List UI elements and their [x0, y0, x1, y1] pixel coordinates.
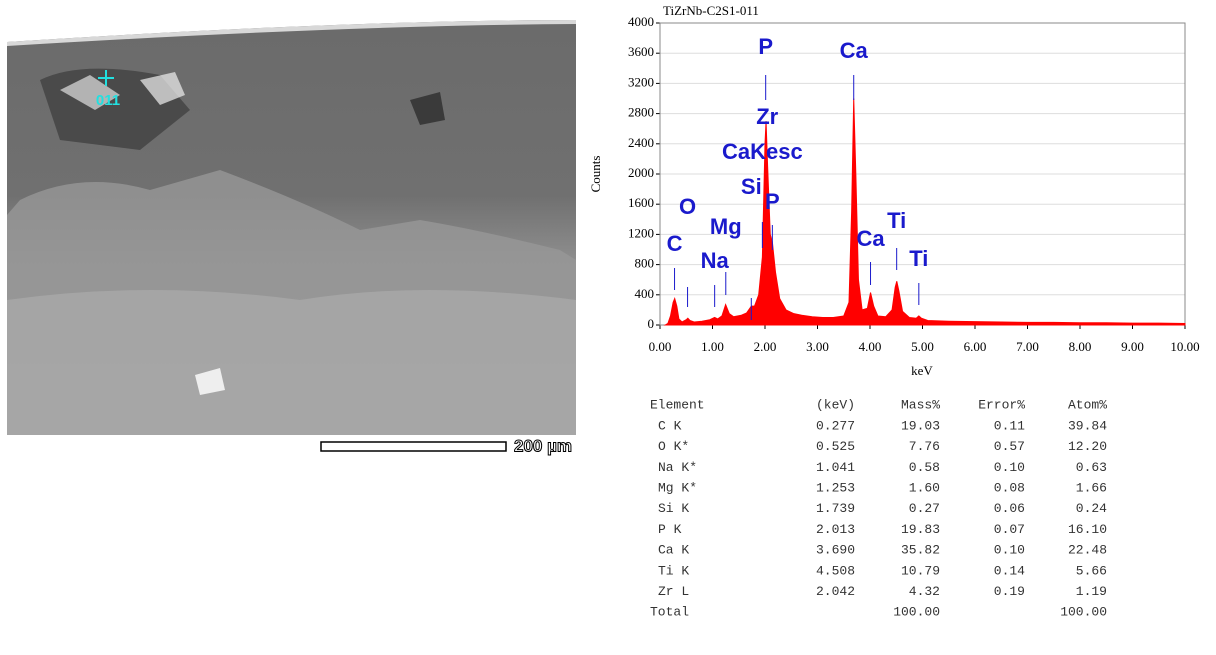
peak-label: Ca: [856, 226, 885, 251]
spectrum: [663, 98, 1186, 326]
peak-label: Ti: [887, 208, 906, 233]
x-tick-label: 8.00: [1069, 339, 1092, 354]
table-cell: C K: [658, 418, 682, 433]
table-header: (keV): [816, 397, 855, 412]
chart-title: TiZrNb-C2S1-011: [663, 3, 759, 18]
table-header: Mass%: [901, 397, 940, 412]
sem-image: 011 200 µm: [7, 0, 576, 456]
y-tick-label: 2800: [628, 105, 654, 120]
peak-label: P: [758, 34, 773, 59]
peak-label: Si: [741, 174, 762, 199]
table-cell: 0.27: [909, 501, 940, 516]
table-cell: 12.20: [1068, 439, 1107, 454]
table-cell: 0.10: [994, 460, 1025, 475]
table-cell: 0.06: [994, 501, 1025, 516]
table-cell: 5.66: [1076, 563, 1107, 578]
table-cell: 0.19: [994, 584, 1025, 599]
scale-bar: [320, 441, 507, 452]
table-cell: 0.277: [816, 418, 855, 433]
table-cell: 0.63: [1076, 460, 1107, 475]
peak-label: P: [765, 189, 780, 214]
total-atom: 100.00: [1060, 605, 1107, 620]
peak-label: Mg: [710, 214, 742, 239]
table-cell: 1.19: [1076, 584, 1107, 599]
table-cell: 10.79: [901, 563, 940, 578]
table-cell: 1.253: [816, 481, 855, 496]
peak-label: O: [679, 194, 696, 219]
y-tick-label: 3600: [628, 44, 654, 59]
y-tick-label: 2400: [628, 135, 654, 150]
peak-label: Ti: [909, 246, 928, 271]
x-tick-label: 10.00: [1170, 339, 1199, 354]
table-cell: Ti K: [658, 563, 689, 578]
table-cell: 0.24: [1076, 501, 1107, 516]
table-header: Error%: [978, 397, 1025, 412]
table-cell: Ca K: [658, 543, 689, 558]
table-cell: 1.739: [816, 501, 855, 516]
table-cell: 35.82: [901, 543, 940, 558]
x-tick-label: 6.00: [964, 339, 987, 354]
peak-label: Zr: [756, 104, 778, 129]
table-cell: 1.60: [909, 481, 940, 496]
table-cell: 0.11: [994, 418, 1025, 433]
table-cell: 19.03: [901, 418, 940, 433]
table-cell: 19.83: [901, 522, 940, 537]
point-label: 011: [96, 92, 120, 109]
x-tick-label: 1.00: [701, 339, 724, 354]
table-cell: 4.32: [909, 584, 940, 599]
y-tick-label: 4000: [628, 14, 654, 29]
table-cell: 16.10: [1068, 522, 1107, 537]
table-cell: Mg K*: [658, 481, 697, 496]
y-tick-label: 400: [635, 286, 655, 301]
peak-label: Na: [701, 248, 730, 273]
x-tick-label: 4.00: [859, 339, 882, 354]
total-mass: 100.00: [893, 605, 940, 620]
y-tick-label: 1600: [628, 195, 654, 210]
table-cell: 39.84: [1068, 418, 1107, 433]
table-cell: 0.07: [994, 522, 1025, 537]
y-tick-label: 0: [648, 316, 655, 331]
scale-label: 200 µm: [514, 436, 572, 455]
table-cell: 7.76: [909, 439, 940, 454]
y-axis-label: Counts: [588, 156, 603, 193]
x-tick-label: 7.00: [1016, 339, 1039, 354]
y-tick-label: 2000: [628, 165, 654, 180]
table-cell: 3.690: [816, 543, 855, 558]
y-tick-label: 800: [635, 256, 655, 271]
x-tick-label: 0.00: [649, 339, 672, 354]
table-cell: O K*: [658, 439, 689, 454]
y-tick-label: 1200: [628, 225, 654, 240]
table-cell: 0.14: [994, 563, 1025, 578]
table-cell: 4.508: [816, 563, 855, 578]
table-cell: 22.48: [1068, 543, 1107, 558]
table-cell: 0.57: [994, 439, 1025, 454]
x-tick-label: 2.00: [754, 339, 777, 354]
table-cell: 2.042: [816, 584, 855, 599]
table-header: Element: [650, 397, 705, 412]
table-cell: Zr L: [658, 584, 689, 599]
peak-label: CaKesc: [722, 139, 803, 164]
x-tick-label: 5.00: [911, 339, 934, 354]
table-cell: P K: [658, 522, 682, 537]
table-cell: 0.10: [994, 543, 1025, 558]
x-tick-label: 9.00: [1121, 339, 1144, 354]
x-axis-label: keV: [911, 363, 933, 378]
table-header: Atom%: [1068, 397, 1107, 412]
peak-label: Ca: [840, 38, 869, 63]
table-cell: 0.08: [994, 481, 1025, 496]
table-cell: 0.525: [816, 439, 855, 454]
table-cell: 1.66: [1076, 481, 1107, 496]
table-cell: 2.013: [816, 522, 855, 537]
total-label: Total: [650, 605, 689, 620]
table-cell: Na K*: [658, 460, 697, 475]
table-cell: 1.041: [816, 460, 855, 475]
peak-label: C: [667, 231, 683, 256]
table-cell: Si K: [658, 501, 689, 516]
y-tick-label: 3200: [628, 74, 654, 89]
x-tick-label: 3.00: [806, 339, 829, 354]
table-cell: 0.58: [909, 460, 940, 475]
